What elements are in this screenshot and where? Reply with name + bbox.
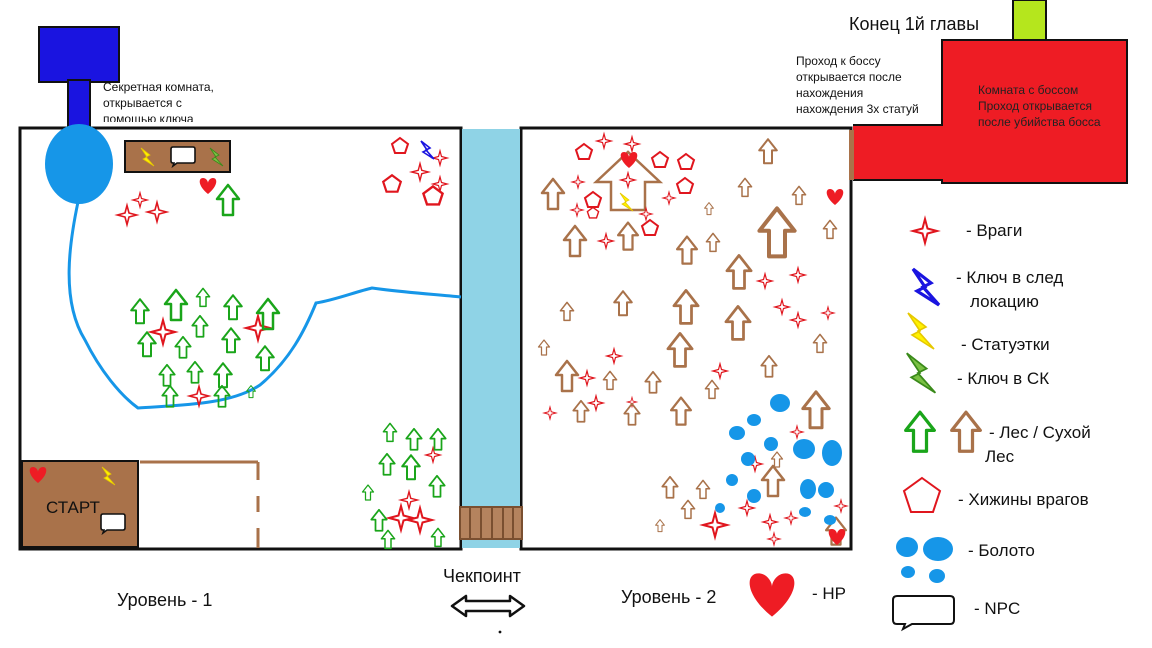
boss-passage-note-line: нахождения 3х статуй (796, 102, 919, 116)
legend-hp: - HP (812, 584, 846, 603)
legend-key-next-line: - Ключ в след (956, 268, 1064, 287)
start-label: СТАРТ (46, 498, 100, 517)
legend-enemies: - Враги (966, 221, 1023, 240)
start-room (21, 460, 139, 548)
boss-room-note-line: после убийства босса (978, 115, 1101, 129)
secret-room-note-line: помощью ключа (103, 112, 194, 122)
bridge (459, 506, 523, 540)
chapter-end-label: Конец 1й главы (849, 14, 980, 34)
boss-passage-note-line: открывается после (796, 70, 902, 84)
legend-forest-line: - Лес / Сухой (989, 423, 1091, 442)
boss-passage-note-line: нахождения (796, 86, 864, 100)
level2-dry-forest (537, 138, 848, 546)
start-fence (140, 460, 260, 548)
legend-swamp: - Болото (968, 541, 1035, 560)
checkpoint-arrow-icon (450, 594, 526, 634)
checkpoint-label: Чекпоинт (443, 566, 521, 586)
legend-npc: - NPC (974, 599, 1021, 618)
legend-forest: - Лес / Сухой Лес (985, 421, 1091, 469)
legend-key-next-line: локацию (970, 292, 1039, 311)
legend-icons (749, 218, 982, 632)
boss-room (849, 0, 1128, 184)
level1-heart (199, 178, 217, 194)
boss-room-note-line: Проход открывается (978, 99, 1092, 113)
legend-forest-line: Лес (985, 447, 1015, 466)
boss-passage-note: Проход к боссу открывается после нахожде… (796, 53, 919, 117)
legend-statues: - Статуэтки (961, 335, 1050, 354)
item-shelf (124, 140, 231, 173)
boss-room-note: Комната с боссом Проход открывается посл… (978, 82, 1101, 130)
secret-room (38, 26, 120, 129)
level1-enemy-huts (382, 137, 448, 206)
level2-swamp (715, 394, 842, 525)
level1-border (18, 126, 463, 551)
secret-room-note: Секретная комната, открывается с помощью… (103, 79, 214, 122)
legend-key-next: - Ключ в след локацию (956, 266, 1063, 314)
level2-border (519, 126, 853, 551)
level2-label: Уровень - 2 (621, 587, 717, 607)
lake (45, 124, 113, 204)
secret-room-note-line: Секретная комната, (103, 80, 214, 94)
secret-room-note-line: открывается с (103, 96, 182, 110)
boss-passage-note-line: Проход к боссу (796, 54, 881, 68)
level2-big-hut (592, 150, 664, 212)
legend-huts: - Хижины врагов (958, 490, 1089, 509)
river (462, 129, 520, 548)
boss-room-note-line: Комната с боссом (978, 83, 1079, 97)
level1-enemies (116, 192, 441, 533)
level1-green-forest (130, 183, 447, 550)
stream (67, 201, 462, 410)
level1-label: Уровень - 1 (117, 590, 213, 610)
legend-key-sk: - Ключ в СК (957, 369, 1050, 388)
